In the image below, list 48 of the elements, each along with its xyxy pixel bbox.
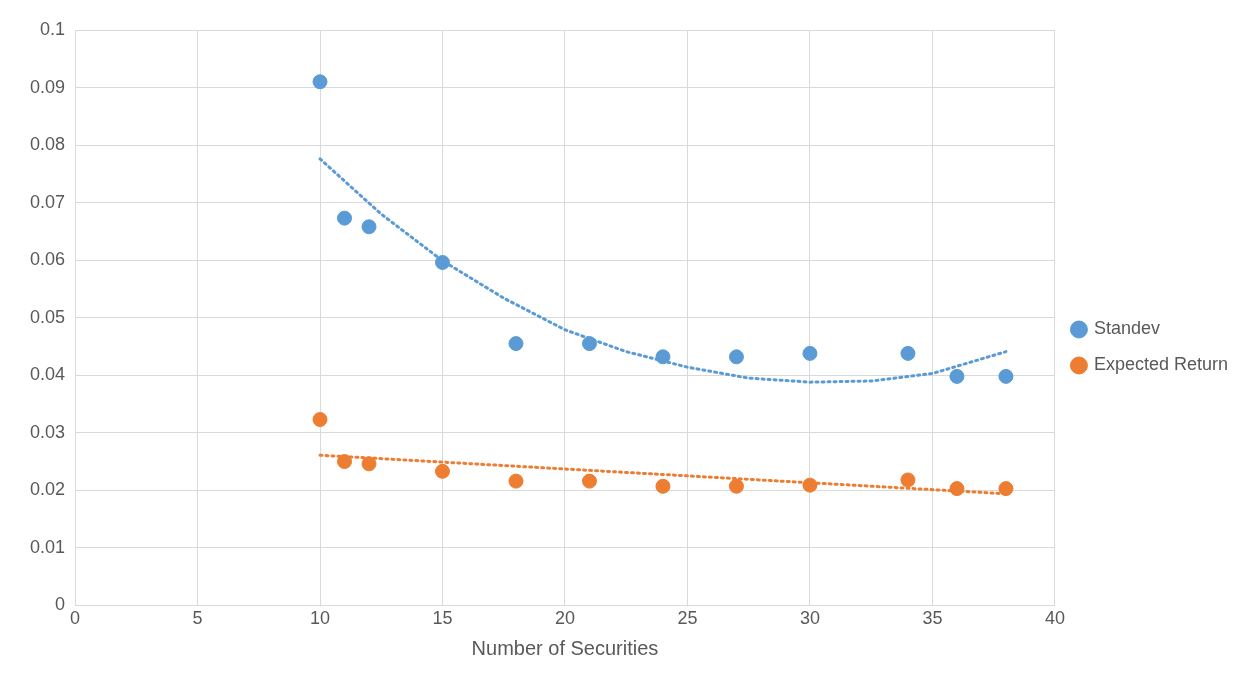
x-axis-title: Number of Securities — [471, 636, 659, 659]
point — [434, 254, 450, 270]
x-tick-label: 35 — [922, 608, 943, 629]
point — [728, 349, 744, 365]
y-tick-label: 0.02 — [29, 479, 66, 500]
point — [998, 481, 1014, 497]
y-tick-label: 0.07 — [29, 191, 66, 212]
point — [655, 478, 671, 494]
x-tick-label: 40 — [1044, 608, 1065, 629]
x-tick-label: 15 — [432, 608, 453, 629]
y-tick-label: 0.03 — [29, 421, 66, 442]
x-tick-label: 20 — [554, 608, 575, 629]
point — [802, 477, 818, 493]
point — [728, 478, 744, 494]
point — [655, 349, 671, 365]
point — [337, 454, 352, 470]
point — [949, 481, 965, 497]
point — [802, 345, 818, 361]
y-tick-label: 0.08 — [29, 134, 66, 155]
y-tick-label: 0.05 — [29, 306, 66, 327]
point — [900, 472, 916, 488]
legend-label: Standev — [1093, 318, 1160, 339]
point — [361, 456, 377, 472]
x-tick-label: 0 — [70, 608, 81, 629]
point — [508, 473, 524, 489]
y-tick-label: 0.04 — [29, 364, 66, 385]
point — [581, 336, 597, 352]
y-tick-label: 0 — [55, 594, 66, 615]
point — [312, 412, 328, 428]
y-tick-label: 0.1 — [40, 18, 66, 39]
point — [581, 473, 597, 489]
y-tick-label: 0.06 — [29, 249, 66, 270]
y-tick-label: 0.09 — [29, 76, 66, 97]
x-tick-label: 10 — [309, 608, 331, 629]
line-series — [318, 157, 1008, 384]
legend-label: Expected Return — [1093, 354, 1228, 375]
point — [508, 336, 524, 352]
point — [900, 345, 916, 361]
point — [361, 219, 377, 235]
point — [434, 463, 450, 479]
point — [998, 368, 1014, 384]
y-tick-label: 0.01 — [29, 536, 66, 557]
x-tick-label: 30 — [799, 608, 820, 629]
point — [337, 210, 352, 226]
x-tick-label: 25 — [677, 608, 698, 629]
point — [312, 74, 328, 90]
point — [949, 368, 965, 384]
x-tick-label: 5 — [192, 608, 203, 629]
